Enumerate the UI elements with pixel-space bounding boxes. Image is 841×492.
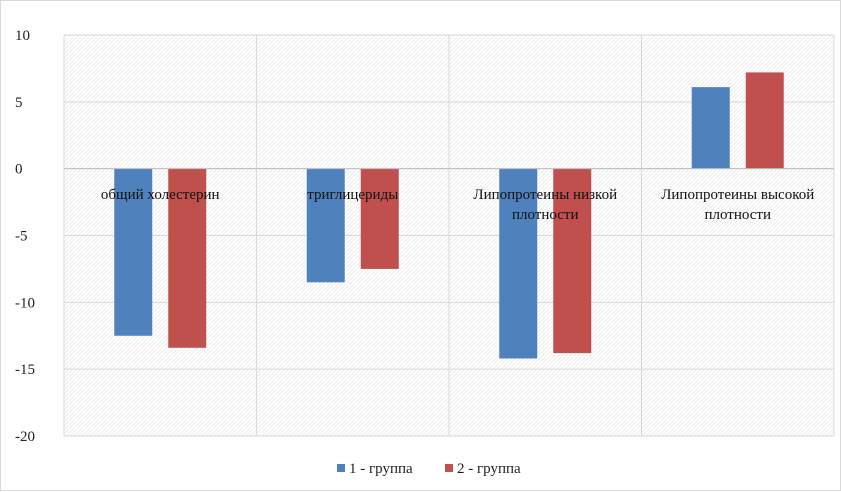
bar-series-1 <box>114 168 153 336</box>
category-labels: общий холестерин триглицериды Липопротеины… <box>101 187 814 223</box>
bar-series-1 <box>499 168 538 359</box>
bar-series-2 <box>360 168 399 269</box>
bar-series-2 <box>745 72 784 169</box>
category-label: плотности <box>512 207 579 223</box>
bar-series-1 <box>306 168 345 283</box>
legend: 1 - группа 2 - группа <box>337 461 521 477</box>
category-label: Липопротеины низкой <box>473 187 617 203</box>
y-tick-label: -15 <box>15 362 35 378</box>
legend-label: 2 - группа <box>457 461 521 477</box>
y-tick-label: 10 <box>15 28 30 44</box>
category-label: триглицериды <box>307 187 398 203</box>
bars <box>114 72 784 359</box>
bar-series-1 <box>691 87 730 169</box>
y-axis-ticks: 10 5 0 -5 -10 -15 -20 <box>15 28 35 445</box>
y-tick-label: -10 <box>15 295 35 311</box>
category-label: Липопротеины высокой <box>661 187 814 203</box>
bar-series-2 <box>168 168 207 348</box>
y-tick-label: 5 <box>15 95 23 111</box>
legend-label: 1 - группа <box>349 461 413 477</box>
y-tick-label: -20 <box>15 429 35 445</box>
legend-swatch <box>337 464 345 472</box>
category-label: общий холестерин <box>101 187 220 203</box>
y-tick-label: -5 <box>15 229 28 245</box>
category-label: плотности <box>704 207 771 223</box>
y-tick-label: 0 <box>15 162 23 178</box>
bar-series-2 <box>553 168 592 354</box>
legend-swatch <box>445 464 453 472</box>
